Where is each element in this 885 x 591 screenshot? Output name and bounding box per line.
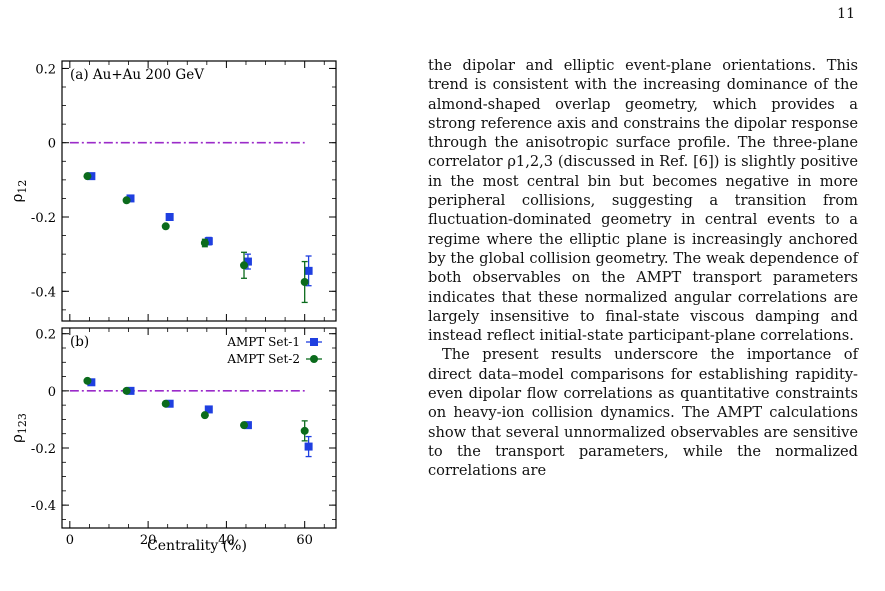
data-point-set2: [240, 261, 249, 270]
y-tick-label: -0.2: [31, 442, 56, 457]
legend-label: AMPT Set-1: [226, 335, 300, 349]
panel-a: 0.2 0 -0.2 -0.4 (a) Au+Au 200 GeV ρ12: [8, 60, 337, 322]
panel-label: (b): [70, 334, 89, 350]
y-tick-label: 0.2: [35, 62, 56, 77]
paragraph-1: the dipolar and elliptic event-plane ori…: [428, 57, 858, 345]
x-tick-label: 0: [66, 533, 74, 548]
y-tick-label: 0.2: [35, 328, 56, 343]
x-tick-label: 40: [218, 533, 235, 548]
data-point-set2: [240, 421, 249, 430]
page-number: 11: [837, 6, 855, 22]
legend-marker-set1: [310, 338, 318, 346]
y-tick-label: -0.4: [31, 499, 56, 514]
x-tick-label: 60: [296, 533, 313, 548]
data-point-set1: [204, 237, 213, 246]
x-axis: 0 20 40 60: [66, 533, 313, 548]
data-point-set2: [200, 239, 209, 247]
data-point-set1: [304, 266, 313, 275]
data-point-set1: [87, 378, 96, 387]
y-tick-label: -0.2: [31, 211, 56, 226]
data-point-set1: [204, 405, 213, 414]
data-point-set2: [161, 399, 170, 408]
data-point-set2: [300, 426, 309, 435]
y-axis-title: ρ12: [8, 180, 29, 203]
data-point-set1: [165, 213, 174, 221]
body-text-column: the dipolar and elliptic event-plane ori…: [428, 56, 858, 481]
plot-frame: [61, 327, 337, 529]
legend-marker-set2: [310, 355, 318, 363]
y-tick-label: -0.4: [31, 285, 56, 300]
y-tick-label: 0: [48, 385, 56, 400]
data-point-set2: [300, 278, 309, 286]
data-point-set2: [122, 196, 131, 205]
data-point-set2: [200, 411, 209, 420]
x-tick-label: 20: [140, 533, 157, 548]
data-point-set2: [122, 386, 131, 395]
data-point-set2: [83, 376, 92, 385]
data-point-set1: [304, 442, 313, 451]
figure: 0.2 0 -0.2 -0.4 (a) Au+Au 200 GeV ρ12 0.2 0 -0.…: [8, 60, 337, 554]
plot-frame: [61, 60, 337, 322]
x-axis-title: Centrality (%): [147, 538, 247, 554]
data-point-set1: [243, 257, 252, 266]
panel-label: (a) Au+Au 200 GeV: [70, 67, 204, 83]
panel-b: 0.2 0 -0.2 -0.4 (b) ρ123 AMPT Set-1 AMPT Set-2: [8, 327, 337, 529]
y-axis-title: ρ123: [8, 413, 29, 443]
paragraph-2: The present results underscore the impor…: [428, 346, 858, 480]
data-point-set2: [161, 222, 170, 231]
y-tick-label: 0: [48, 137, 56, 152]
legend-label: AMPT Set-2: [226, 352, 300, 366]
data-point-set2: [83, 172, 92, 181]
data-point-set1: [126, 194, 135, 203]
